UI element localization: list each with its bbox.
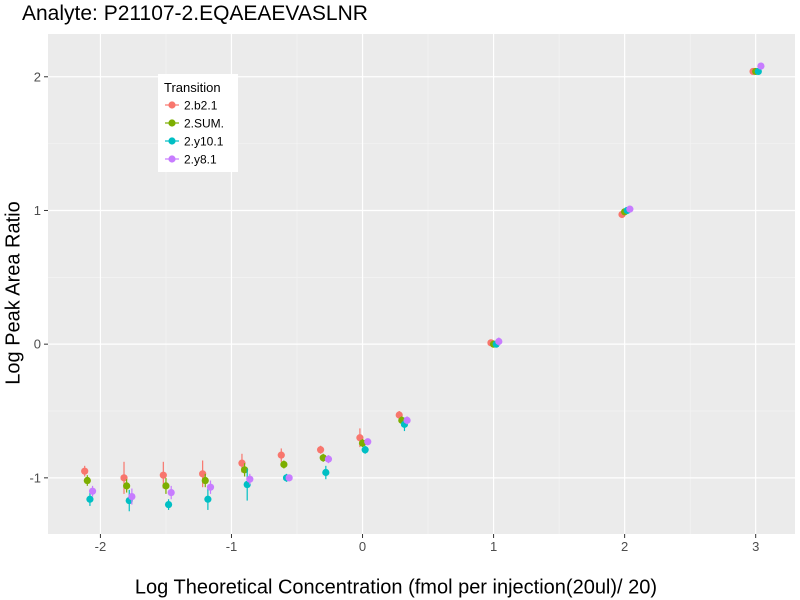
y-axis-label: Log Peak Area Ratio: [2, 201, 25, 385]
x-tick-label: 3: [752, 539, 759, 554]
legend: Transition 2.b2.1 2.SUM. 2.y10.1 2.y8.1: [158, 74, 238, 172]
data-point: [128, 492, 136, 501]
data-point: [201, 476, 209, 485]
legend-title: Transition: [164, 80, 221, 95]
x-tick-label: -1: [226, 539, 238, 554]
data-point: [240, 466, 249, 474]
data-point: [626, 205, 634, 213]
x-tick-label: 0: [359, 539, 366, 554]
data-point: [123, 482, 131, 490]
legend-key-point: [168, 101, 176, 109]
data-point: [285, 474, 293, 482]
data-point: [86, 495, 94, 503]
y-tick-label: 1: [34, 203, 41, 218]
data-point: [495, 337, 503, 346]
chart-title: Analyte: P21107-2.EQAEAEVASLNR: [22, 2, 368, 25]
legend-label: 2.SUM.: [184, 116, 224, 130]
series-3: [88, 62, 765, 505]
data-point: [324, 455, 333, 463]
data-point: [403, 416, 411, 424]
data-point: [120, 474, 128, 482]
data-point: [206, 483, 215, 491]
data-point: [754, 67, 762, 76]
y-tick-label: 2: [34, 69, 41, 84]
data-point: [81, 467, 89, 475]
data-point: [280, 460, 288, 469]
data-point: [167, 488, 175, 497]
data-point: [316, 446, 325, 454]
data-point: [246, 475, 254, 483]
legend-key-point: [168, 119, 176, 127]
data-point: [361, 446, 369, 454]
data-point: [322, 468, 330, 477]
data-point: [83, 476, 91, 485]
data-point: [238, 459, 246, 467]
legend-label: 2.b2.1: [184, 98, 218, 112]
data-point: [159, 471, 167, 479]
data-point: [395, 411, 403, 419]
data-point: [164, 500, 173, 509]
y-axis-tick-labels: -1 0 1 2: [29, 69, 41, 485]
legend-items: 2.b2.1 2.SUM. 2.y10.1 2.y8.1: [165, 98, 224, 166]
legend-label: 2.y10.1: [184, 134, 224, 148]
y-tick-label: 0: [34, 337, 41, 352]
data-point: [199, 470, 207, 478]
data-point: [204, 495, 212, 503]
legend-key-point: [168, 137, 176, 145]
x-tick-label: -2: [95, 539, 107, 554]
series-2: [86, 67, 762, 512]
data-point: [162, 482, 170, 490]
x-axis-tick-labels: -2 -1 0 1 2 3: [95, 539, 760, 554]
legend-label: 2.y8.1: [184, 152, 217, 166]
x-tick-label: 2: [621, 539, 628, 554]
y-tick-label: -1: [29, 470, 41, 485]
axis-ticks: [44, 76, 757, 538]
x-tick-label: 1: [490, 539, 497, 554]
data-point: [356, 434, 364, 442]
data-point: [277, 451, 285, 459]
data-point: [88, 487, 97, 495]
data-point: [364, 438, 372, 446]
data-point: [243, 480, 251, 489]
legend-key-point: [168, 155, 176, 163]
data-point: [757, 62, 765, 70]
x-axis-label: Log Theoretical Concentration (fmol per …: [134, 576, 658, 599]
data-series: [81, 62, 765, 512]
